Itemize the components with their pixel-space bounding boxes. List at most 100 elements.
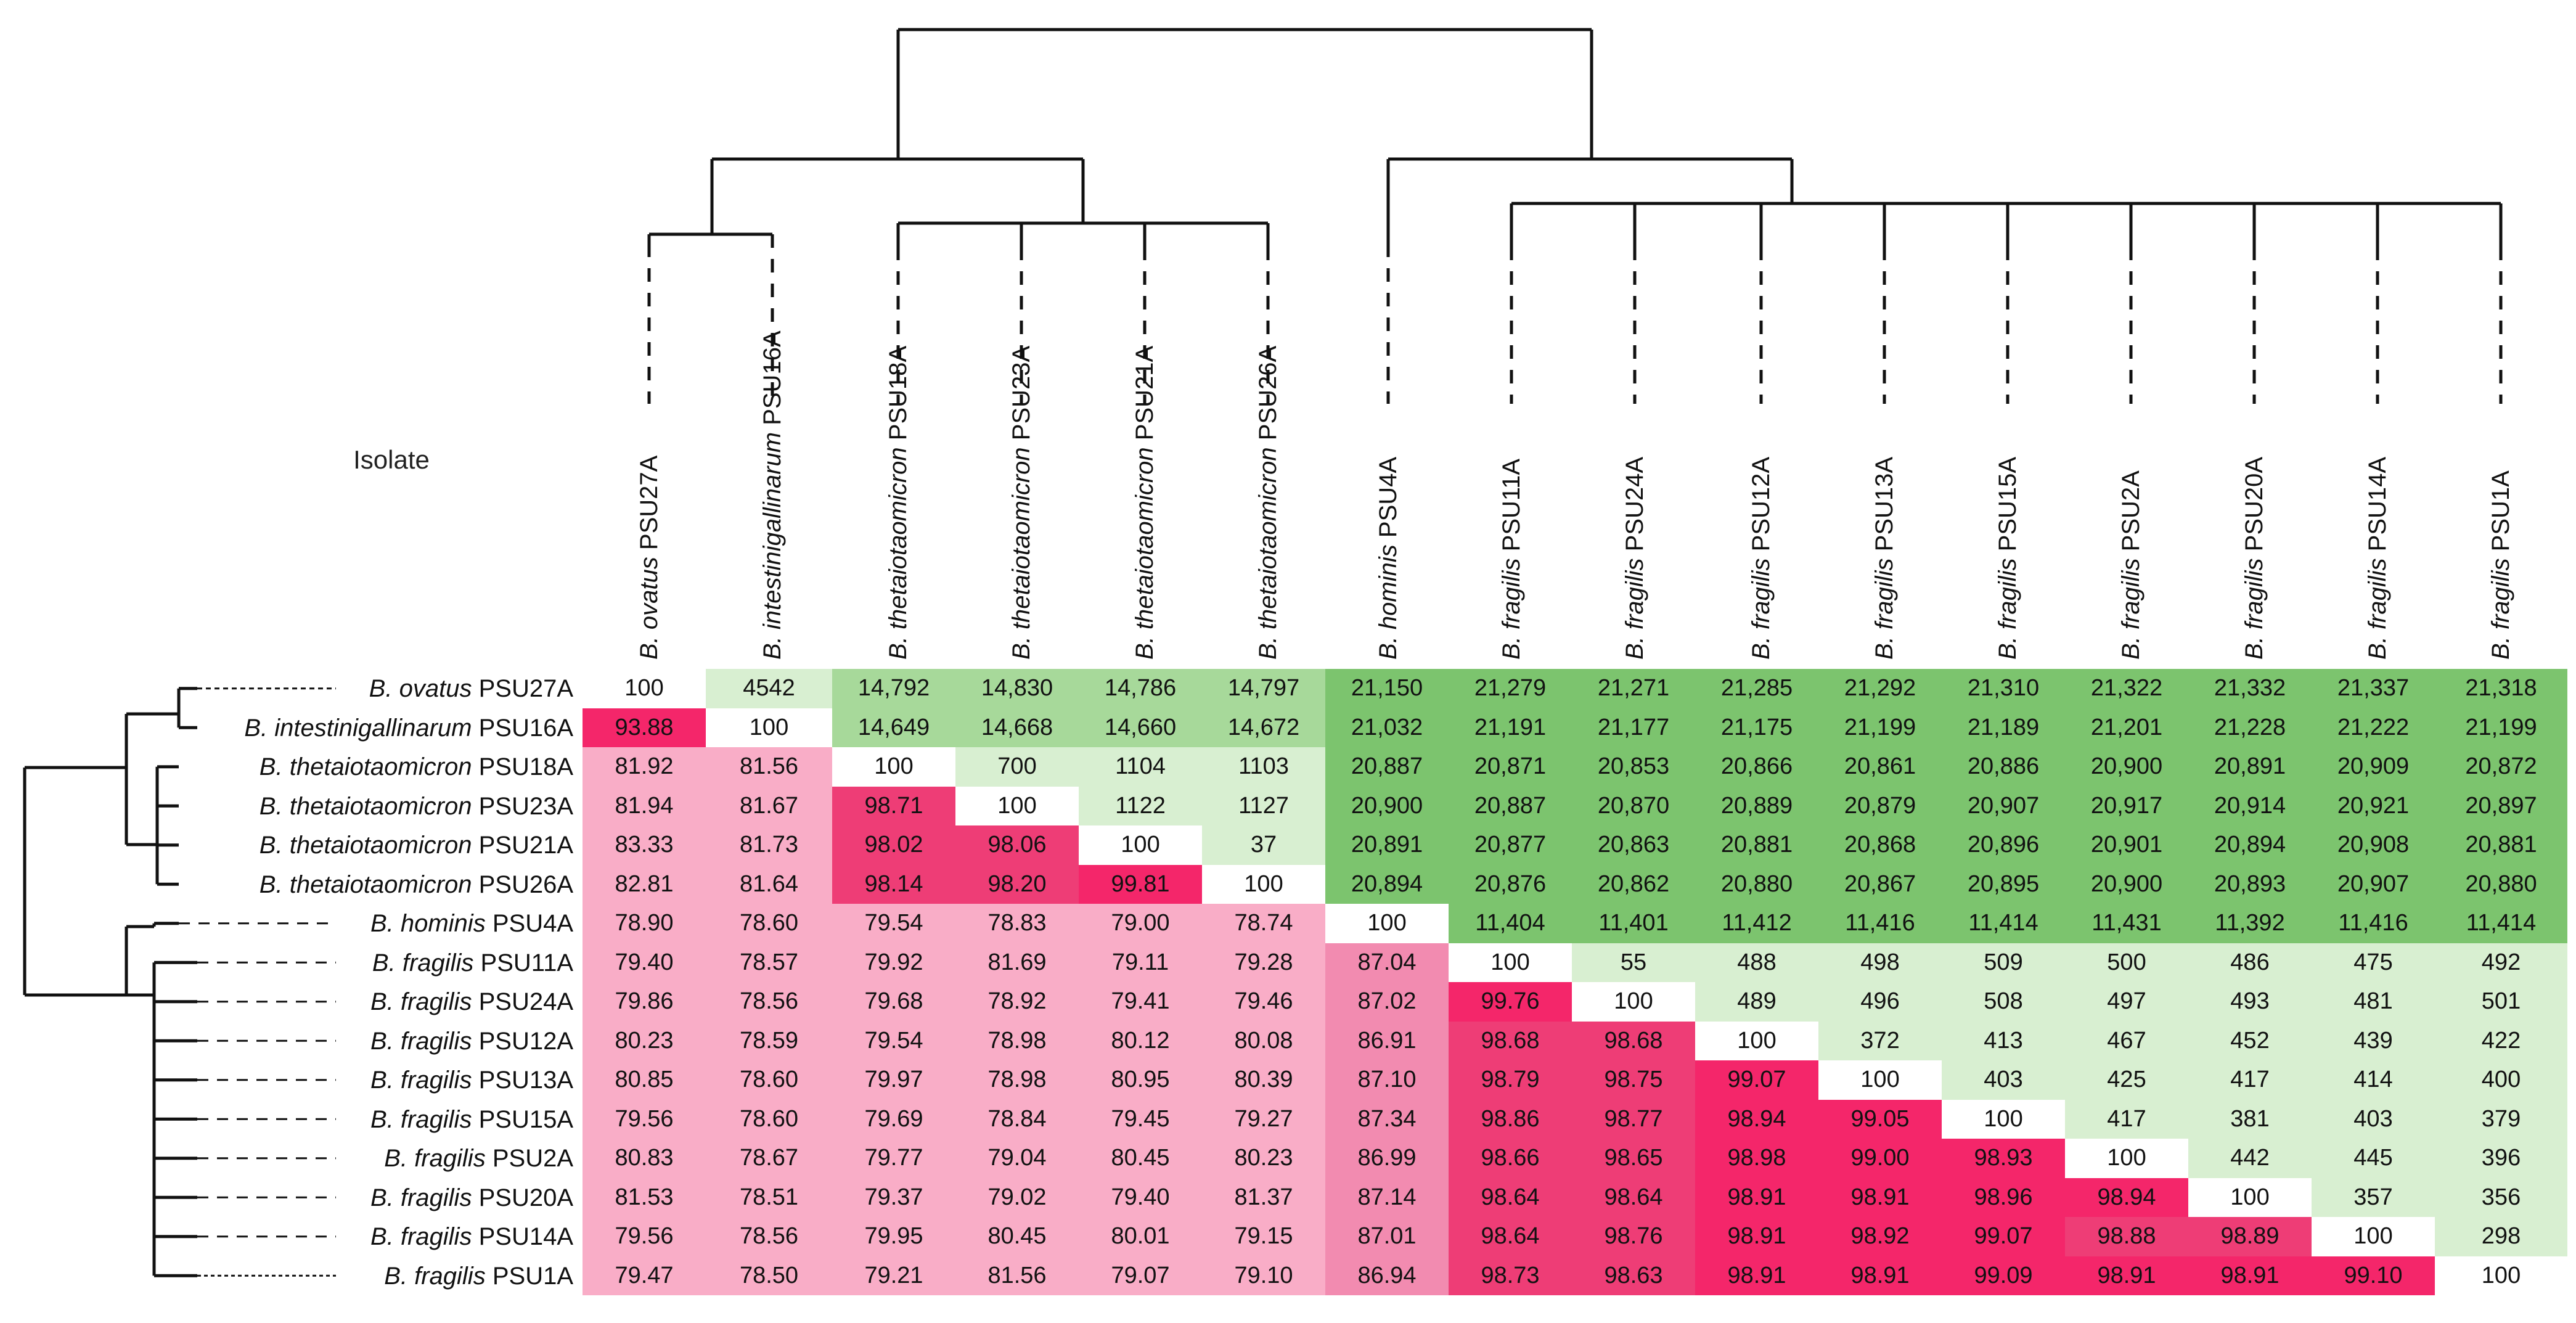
heatmap-cell: 78.74 [1202, 904, 1325, 943]
heatmap-cell: 20,887 [1449, 786, 1572, 825]
heatmap-cell: 20,917 [2065, 786, 2188, 825]
heatmap-cell: 79.95 [832, 1217, 955, 1256]
heatmap-cell: 379 [2435, 1099, 2567, 1139]
species: ovatus [636, 557, 663, 630]
genus: B. [370, 1184, 394, 1211]
heatmap-cell: 99.76 [1449, 982, 1572, 1022]
heatmap-cell: 21,271 [1572, 669, 1695, 708]
species: fragilis [1498, 558, 1525, 630]
strain: PSU24A [478, 988, 573, 1015]
heatmap-cell: 21,032 [1325, 708, 1449, 747]
heatmap-cell: 98.91 [1695, 1217, 1818, 1256]
species: thetaiotaomicron [289, 792, 472, 820]
heatmap-cell: 98.79 [1449, 1060, 1572, 1100]
heatmap-cell: 100 [832, 747, 955, 787]
heatmap-cell: 493 [2188, 982, 2312, 1022]
heatmap-cell: 79.37 [832, 1178, 955, 1217]
heatmap-cell: 79.46 [1202, 982, 1325, 1022]
heatmap-cell: 80.12 [1079, 1021, 1202, 1060]
heatmap-cell: 21,177 [1572, 708, 1695, 747]
heatmap-cell: 20,870 [1572, 786, 1695, 825]
heatmap-cell: 20,909 [2312, 747, 2435, 787]
heatmap-cell: 20,886 [1942, 747, 2065, 787]
heatmap-cell: 14,786 [1079, 669, 1202, 708]
heatmap-cell: 79.56 [583, 1217, 706, 1256]
row-label: B. fragilis PSU12A [0, 1028, 573, 1055]
heatmap-cell: 98.89 [2188, 1217, 2312, 1256]
heatmap-cell: 87.10 [1325, 1060, 1449, 1100]
genus: B. [370, 910, 394, 937]
row-label: B. ovatus PSU27A [0, 675, 573, 703]
heatmap-cell: 20,894 [1325, 864, 1449, 904]
heatmap-cell: 509 [1942, 943, 2065, 982]
heatmap-cell: 98.71 [832, 786, 955, 825]
heatmap-cell: 492 [2435, 943, 2567, 982]
heatmap-cell: 20,908 [2312, 825, 2435, 865]
heatmap-cell: 98.65 [1572, 1139, 1695, 1178]
heatmap-cell: 20,907 [1942, 786, 2065, 825]
heatmap-cell: 78.60 [706, 904, 832, 943]
heatmap-cell: 100 [1449, 943, 1572, 982]
heatmap-cell: 78.60 [706, 1099, 832, 1139]
heatmap-cell: 79.21 [832, 1256, 955, 1295]
species: fragilis [1871, 558, 1898, 630]
heatmap-cell: 100 [1942, 1099, 2065, 1139]
species: fragilis [2241, 558, 2268, 630]
heatmap-cell: 20,871 [1449, 747, 1572, 787]
strain: PSU2A [492, 1145, 573, 1172]
heatmap-cell: 98.68 [1449, 1021, 1572, 1060]
heatmap-cell: 86.99 [1325, 1139, 1449, 1178]
heatmap-cell: 486 [2188, 943, 2312, 982]
heatmap-cell: 79.10 [1202, 1256, 1325, 1295]
genus: B. [370, 1105, 394, 1133]
heatmap-cell: 98.77 [1572, 1099, 1695, 1139]
heatmap-cell: 20,853 [1572, 747, 1695, 787]
species: fragilis [400, 988, 472, 1015]
strain: PSU27A [478, 675, 573, 702]
heatmap-cell: 489 [1695, 982, 1818, 1022]
genus: B. [384, 1262, 407, 1290]
heatmap-cell: 20,877 [1449, 825, 1572, 865]
heatmap-cell: 403 [2312, 1099, 2435, 1139]
heatmap-cell: 21,199 [1818, 708, 1942, 747]
heatmap-cell: 396 [2435, 1139, 2567, 1178]
heatmap-cell: 20,876 [1449, 864, 1572, 904]
species: thetaiotaomicron [885, 447, 912, 630]
heatmap-cell: 11,416 [2312, 904, 2435, 943]
heatmap-cell: 20,887 [1325, 747, 1449, 787]
heatmap-cell: 422 [2435, 1021, 2567, 1060]
heatmap-cell: 21,150 [1325, 669, 1449, 708]
heatmap-cell: 80.01 [1079, 1217, 1202, 1256]
row-label: B. fragilis PSU13A [0, 1067, 573, 1094]
heatmap-cell: 14,797 [1202, 669, 1325, 708]
strain: PSU24A [1621, 456, 1648, 552]
heatmap-cell: 98.94 [2065, 1178, 2188, 1217]
strain: PSU13A [478, 1067, 573, 1094]
heatmap-cell: 81.67 [706, 786, 832, 825]
heatmap-cell: 20,897 [2435, 786, 2567, 825]
genus: B. [1254, 636, 1282, 660]
heatmap-cell: 98.94 [1695, 1099, 1818, 1139]
heatmap-cell: 79.86 [583, 982, 706, 1022]
heatmap-cell: 1103 [1202, 747, 1325, 787]
heatmap-cell: 81.92 [583, 747, 706, 787]
heatmap-cell: 98.86 [1449, 1099, 1572, 1139]
heatmap-cell: 20,867 [1818, 864, 1942, 904]
genus: B. [370, 988, 394, 1015]
heatmap-cell: 1122 [1079, 786, 1202, 825]
genus: B. [759, 636, 786, 660]
heatmap-cell: 100 [1202, 864, 1325, 904]
heatmap-cell: 79.54 [832, 1021, 955, 1060]
heatmap-cell: 417 [2065, 1099, 2188, 1139]
heatmap-cell: 79.28 [1202, 943, 1325, 982]
genus: B. [1748, 636, 1775, 660]
heatmap-cell: 497 [2065, 982, 2188, 1022]
heatmap-cell: 83.33 [583, 825, 706, 865]
heatmap-cell: 11,414 [2435, 904, 2567, 943]
genus: B. [259, 753, 283, 780]
heatmap-cell: 79.54 [832, 904, 955, 943]
heatmap-cell: 20,914 [2188, 786, 2312, 825]
heatmap-cell: 20,900 [2065, 864, 2188, 904]
